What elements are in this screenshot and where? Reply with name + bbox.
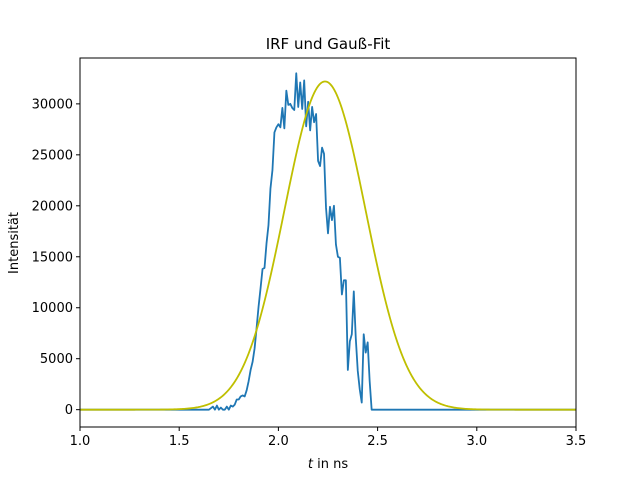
chart-title: IRF und Gauß-Fit <box>266 35 391 53</box>
y-tick-label: 15000 <box>32 250 73 265</box>
y-axis-label: Intensität <box>7 212 22 274</box>
x-tick-label: 3.5 <box>566 434 587 449</box>
x-tick-label: 2.0 <box>268 434 289 449</box>
x-axis-label-unit: in ns <box>313 457 348 472</box>
plot-frame <box>79 57 577 428</box>
x-axis-label-variable: t <box>308 457 314 472</box>
y-tick-label: 30000 <box>32 97 73 112</box>
x-tick-label: 1.0 <box>70 434 91 449</box>
x-tick-label: 3.0 <box>466 434 487 449</box>
y-tick-label: 10000 <box>32 301 73 316</box>
series-line-measured <box>80 72 576 411</box>
plot-lines <box>80 72 576 411</box>
x-tick-label: 2.5 <box>367 434 388 449</box>
axis-ticks: 1.0 1.5 2.0 2.5 3.0 3.5 0 5000 10000 15000 20000 25… <box>32 97 587 449</box>
y-tick-label: 0 <box>65 403 73 418</box>
y-tick-label: 5000 <box>40 352 73 367</box>
y-tick-label: 20000 <box>32 199 73 214</box>
series-line-gauss-fit <box>80 80 576 411</box>
x-axis-label: t in ns <box>308 457 348 472</box>
y-tick-label: 25000 <box>32 148 73 163</box>
x-tick-label: 1.5 <box>169 434 190 449</box>
